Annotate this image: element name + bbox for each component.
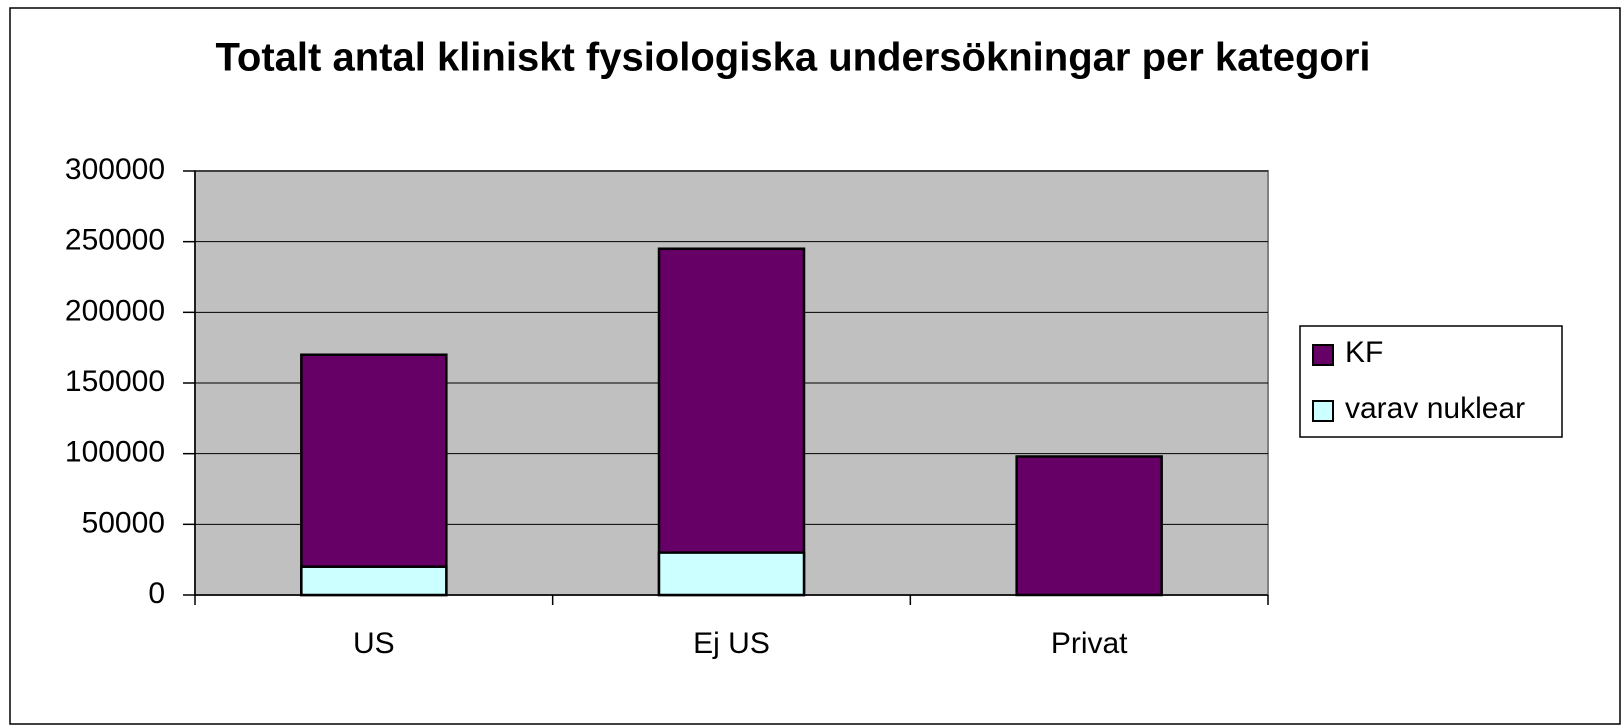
bar [657, 247, 806, 597]
y-tick-label: 50000 [82, 506, 165, 539]
y-tick-label: 300000 [65, 153, 165, 186]
legend-label: KF [1345, 336, 1383, 369]
legend-swatch [1312, 400, 1334, 422]
bar [300, 353, 448, 597]
y-tick-label: 200000 [65, 294, 165, 327]
legend-swatch [1312, 344, 1334, 366]
y-tick-label: 0 [148, 577, 165, 610]
legend-box [1299, 325, 1563, 438]
x-tick-label: US [353, 627, 395, 660]
legend-label: varav nuklear [1345, 392, 1525, 425]
x-tick-label: Privat [1051, 627, 1128, 660]
bar [657, 551, 806, 597]
bar [300, 565, 448, 597]
y-tick-label: 100000 [65, 436, 165, 469]
chart-title: Totalt antal kliniskt fysiologiska under… [215, 36, 1370, 80]
y-tick-label: 150000 [65, 365, 165, 398]
y-tick-label: 250000 [65, 224, 165, 257]
bar [1015, 455, 1163, 597]
x-tick-label: Ej US [693, 627, 770, 660]
